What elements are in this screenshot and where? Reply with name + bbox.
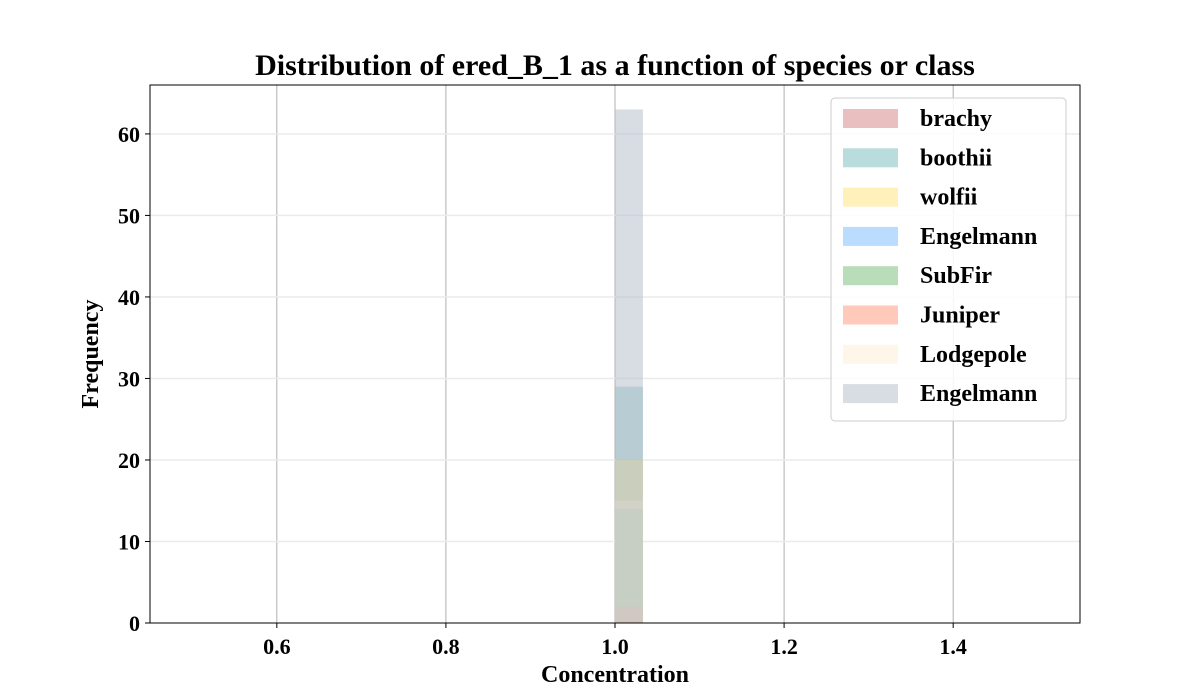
legend: brachy boothii wolfii Engelmann SubFir Junipe… xyxy=(830,97,1067,422)
legend-swatch xyxy=(843,266,898,286)
legend-entry-label: Lodgepole xyxy=(920,342,1027,368)
y-tick-label: 0 xyxy=(129,611,140,636)
legend-swatch xyxy=(843,384,898,404)
x-axis-label: Concentration xyxy=(541,662,689,688)
legend-swatch xyxy=(843,109,898,128)
x-axis-ticks: 0.6 0.8 1.0 1.2 1.4 xyxy=(263,623,967,659)
y-axis-label: Frequency xyxy=(78,300,104,409)
x-tick-label: 0.8 xyxy=(432,634,460,659)
x-tick-label: 1.4 xyxy=(939,634,967,659)
y-tick-label: 10 xyxy=(118,529,140,554)
y-tick-label: 40 xyxy=(118,285,140,310)
legend-swatch xyxy=(843,148,898,168)
y-axis-ticks: 0 10 20 30 40 50 60 xyxy=(118,122,150,636)
x-tick-label: 0.6 xyxy=(263,634,291,659)
legend-entry-label: wolfii xyxy=(920,185,978,211)
legend-swatch xyxy=(843,344,898,364)
legend-entry-label: Juniper xyxy=(920,303,1000,329)
legend-entry-label: Engelmann xyxy=(920,224,1037,250)
histogram-bar xyxy=(615,109,643,624)
chart-title: Distribution of ered_B_1 as a function o… xyxy=(255,49,975,82)
histogram-bars xyxy=(615,109,643,624)
x-tick-label: 1.2 xyxy=(770,634,798,659)
legend-swatch xyxy=(843,226,898,246)
y-tick-label: 20 xyxy=(118,448,140,473)
legend-entry-label: brachy xyxy=(920,106,992,132)
legend-entry-label: Engelmann xyxy=(920,381,1037,407)
y-tick-label: 50 xyxy=(118,203,140,228)
legend-box xyxy=(830,97,1067,422)
legend-swatch xyxy=(843,305,898,325)
y-tick-label: 30 xyxy=(118,366,140,391)
y-tick-label: 60 xyxy=(118,122,140,147)
x-tick-label: 1.0 xyxy=(601,634,629,659)
legend-swatch xyxy=(843,187,898,207)
legend-entry-label: SubFir xyxy=(920,263,992,289)
legend-entry-label: boothii xyxy=(920,145,992,171)
